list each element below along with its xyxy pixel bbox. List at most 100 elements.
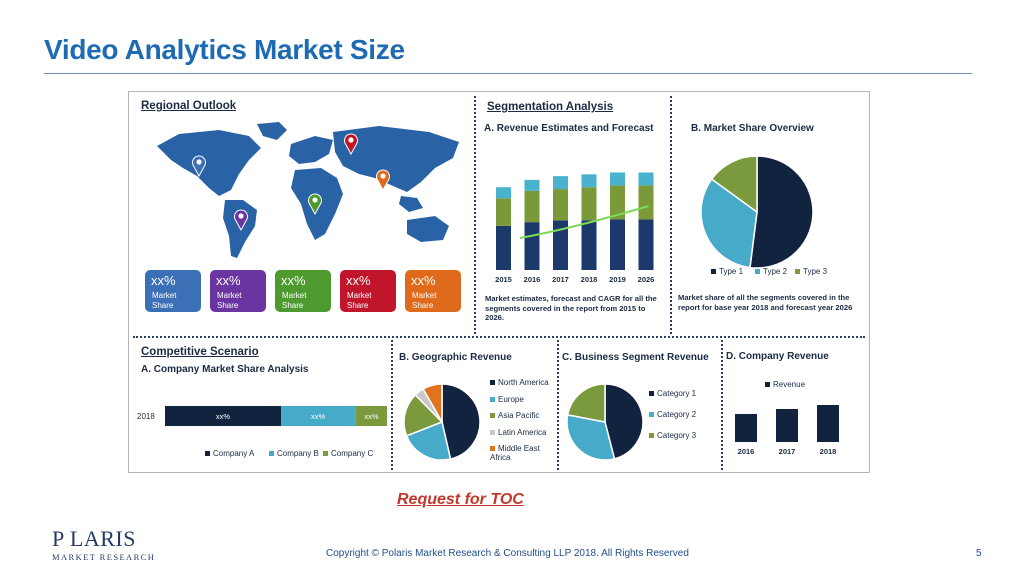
revenue-bar-segment — [553, 189, 568, 221]
company-share-bar-chart: 2018 xx% xx% xx% — [137, 406, 387, 426]
revenue-bar-segment — [524, 190, 540, 223]
legend-swatch — [490, 446, 495, 452]
company-legend-item: Company A — [205, 449, 254, 458]
revenue-year-label: 2018 — [581, 275, 598, 284]
logo-tagline: MARKET RESEARCH — [52, 552, 156, 562]
divider-vertical-top-right — [670, 96, 672, 334]
legend-label: Type 3 — [803, 267, 828, 276]
market-share-slice — [700, 178, 758, 269]
revenue-bar-segment — [638, 185, 654, 220]
divider-vertical-bottom-2 — [557, 340, 559, 470]
legend-swatch — [649, 433, 654, 439]
logo-name: P LARIS — [52, 526, 136, 551]
legend-label: Company C — [331, 449, 374, 458]
geographic-revenue-title: B. Geographic Revenue — [399, 352, 512, 363]
tile-label: Market Share — [347, 291, 372, 310]
market-share-legend-item: Type 3 — [795, 267, 827, 276]
legend-swatch — [205, 451, 210, 457]
revenue-caption: Market estimates, forecast and CAGR for … — [485, 294, 657, 322]
revenue-bar-segment — [638, 172, 654, 186]
tile-value: xx% — [411, 273, 436, 288]
slide-title: Video Analytics Market Size — [44, 34, 405, 65]
company-share-data-label: xx% — [364, 412, 379, 421]
legend-label: Category 2 — [657, 410, 697, 419]
legend-label: Company A — [213, 449, 255, 458]
divider-vertical-bottom-1 — [391, 340, 393, 470]
business-segment-title: C. Business Segment Revenue — [562, 352, 709, 363]
market-share-title: B. Market Share Overview — [691, 123, 814, 134]
legend-label: North America — [498, 378, 549, 387]
company-revenue-chart: 2016 2017 2018 — [735, 405, 839, 456]
company-share-year-label: 2018 — [137, 412, 155, 421]
divider-vertical-bottom-3 — [721, 340, 723, 470]
company-legend-item: Company C — [323, 449, 373, 458]
map-pin-icon — [192, 155, 206, 178]
business-legend-item: Category 2 — [649, 410, 696, 419]
company-revenue-year-label: 2018 — [820, 447, 837, 456]
business-segment-slice — [604, 383, 644, 460]
revenue-bar-segment — [496, 198, 511, 226]
revenue-year-label: 2017 — [552, 275, 569, 284]
legend-swatch — [490, 413, 495, 419]
revenue-year-label: 2026 — [638, 275, 655, 284]
page-number: 5 — [976, 548, 982, 559]
market-share-legend-item: Type 2 — [755, 267, 787, 276]
geographic-revenue-slice — [422, 383, 443, 425]
legend-label: Europe — [498, 395, 524, 404]
revenue-year-label: 2019 — [609, 275, 626, 284]
revenue-bar-segment — [581, 187, 597, 221]
tile-label: Market Share — [152, 291, 177, 310]
market-share-slice — [710, 155, 758, 214]
divider-vertical-top — [474, 96, 476, 334]
regional-outlook-heading: Regional Outlook — [141, 100, 237, 112]
legend-swatch — [649, 412, 654, 418]
competitive-heading: Competitive Scenario — [141, 346, 259, 358]
business-segment-pie — [566, 383, 644, 461]
company-revenue-title: D. Company Revenue — [726, 351, 829, 362]
tile-value: xx% — [346, 273, 371, 288]
geographic-legend-item: Latin America — [490, 428, 546, 437]
request-toc-link[interactable]: Request for TOC — [397, 491, 524, 508]
company-revenue-bar — [817, 405, 839, 442]
revenue-estimates-chart: 2015 2016 2017 2018 2019 2026 — [495, 172, 655, 284]
market-share-tile: xx% Market Share — [340, 270, 396, 312]
geographic-legend-item: North America — [490, 378, 549, 387]
tile-label: Market Share — [282, 291, 307, 310]
business-legend-item: Category 3 — [649, 431, 696, 440]
legend-swatch — [795, 269, 800, 275]
geographic-legend-item: Asia Pacific — [490, 411, 539, 420]
market-share-tile: xx% Market Share — [275, 270, 331, 312]
legend-swatch — [765, 382, 770, 388]
revenue-bar-segment — [610, 172, 625, 186]
business-segment-slice — [566, 414, 616, 461]
tile-value: xx% — [216, 273, 241, 288]
market-share-caption: Market share of all the segments covered… — [678, 293, 853, 312]
report-infographic: Regional Outlook xx% Market Share xx% Marke… — [128, 91, 870, 473]
legend-label: Category 3 — [657, 431, 697, 440]
north-america-shape — [157, 130, 261, 196]
map-pin-icon — [234, 209, 248, 232]
geographic-revenue-slice — [403, 393, 444, 437]
revenue-estimates-title: A. Revenue Estimates and Forecast — [484, 123, 654, 134]
legend-swatch — [490, 430, 495, 436]
southeast-asia-shape — [399, 196, 423, 212]
company-revenue-year-label: 2016 — [738, 447, 755, 456]
company-legend-item: Company B — [269, 449, 319, 458]
revenue-bar-segment — [496, 187, 511, 199]
copyright-text: Copyright © Polaris Market Research & Co… — [326, 548, 689, 559]
company-share-bar-segment — [165, 406, 281, 426]
geographic-revenue-slice — [405, 420, 452, 461]
revenue-bar-segment — [638, 219, 654, 270]
legend-swatch — [490, 380, 495, 386]
world-map — [157, 122, 459, 258]
legend-swatch — [649, 391, 654, 397]
europe-shape — [289, 136, 333, 164]
company-revenue-bar — [776, 409, 798, 442]
revenue-bar-segment — [524, 222, 540, 270]
legend-label: Category 1 — [657, 389, 697, 398]
map-pin-icon — [344, 133, 358, 156]
company-share-data-label: xx% — [311, 412, 326, 421]
title-divider — [44, 73, 972, 74]
tile-label: Market Share — [217, 291, 242, 310]
geographic-revenue-pie — [403, 383, 481, 461]
